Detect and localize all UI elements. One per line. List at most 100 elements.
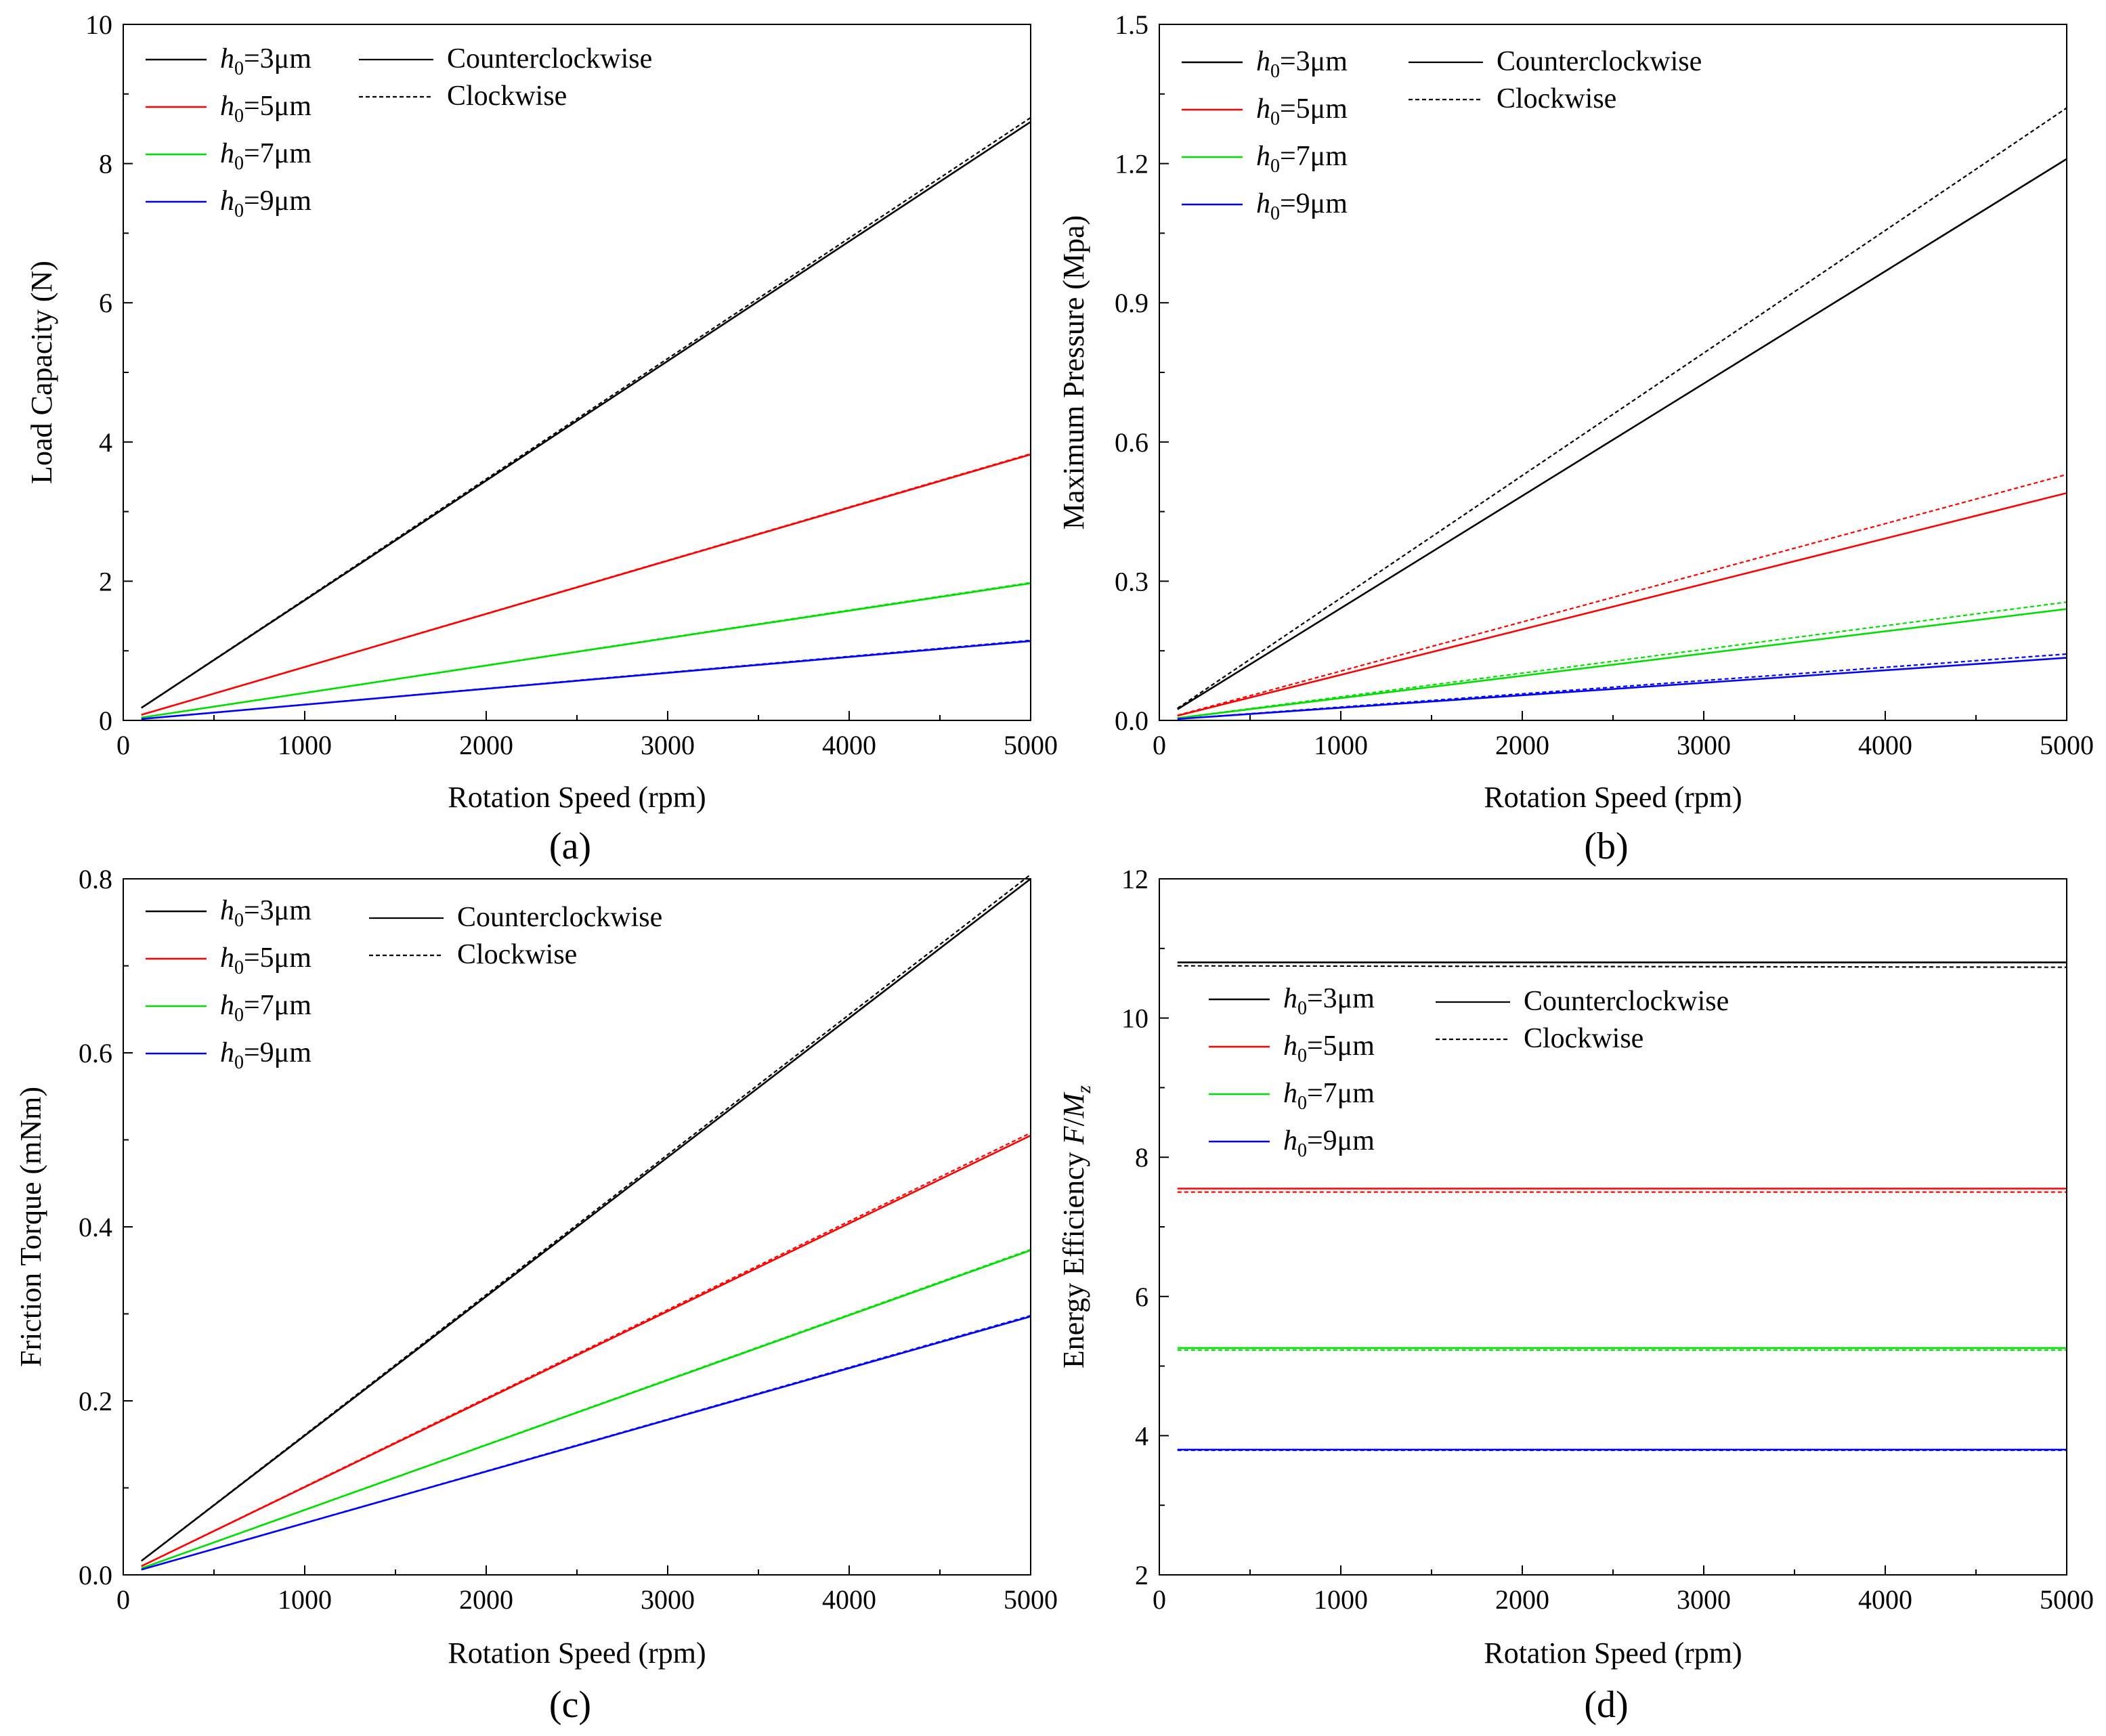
panel-b-xtick-label: 4000 [1858, 730, 1912, 760]
panel-a-xtick-label: 4000 [822, 730, 876, 760]
panel-a-series-line [141, 640, 1031, 720]
legend-label-sub: 0 [1297, 1140, 1307, 1161]
panel-c-series-line [141, 1315, 1031, 1571]
panel-b-ytick-label: 0.3 [1115, 566, 1148, 596]
panel-b-legend-label: h0=9μm [1256, 188, 1348, 224]
legend-label-sub: 0 [1270, 203, 1280, 224]
panel-b-xlabel: Rotation Speed (rpm) [1484, 781, 1742, 814]
panel-c-xlabel: Rotation Speed (rpm) [448, 1636, 706, 1670]
panel-a: 0 1000 2000 3000 4000 5000 0 2 4 6 8 10 Rotation Sp… [25, 9, 1058, 867]
panel-d-xtick-label: 0 [1153, 1584, 1166, 1615]
panel-a-legend-label: h0=3μm [220, 43, 311, 79]
legend-label-suffix: =5μm [244, 91, 311, 122]
panel-d-xtick-label: 1000 [1314, 1584, 1368, 1615]
panel-b-legend-label: h0=7μm [1256, 141, 1348, 177]
panel-b-series-line [1177, 601, 2067, 719]
panel-d-ytick-label: 8 [1135, 1142, 1148, 1173]
panel-d-legend-label: h0=7μm [1283, 1078, 1375, 1114]
panel-b-caption: (b) [1584, 825, 1628, 867]
panel-a-xtick-label: 3000 [641, 730, 695, 760]
panel-d-legend-label: h0=9μm [1283, 1125, 1375, 1161]
panel-b-marks [1177, 107, 2067, 720]
panel-c-ticks: 0 1000 2000 3000 4000 5000 0.0 0.2 0.4 0.6 0.8 [79, 864, 1058, 1615]
legend-label-sub: 0 [1297, 1045, 1307, 1066]
panel-a-ytick-label: 10 [85, 9, 112, 40]
panel-c-legend-label: h0=7μm [220, 990, 311, 1026]
legend-label-sub: 0 [234, 1005, 244, 1026]
panel-c-direction-label: Counterclockwise [457, 902, 662, 933]
panel-a-legend-label: h0=5μm [220, 91, 311, 127]
legend-label-sub: 0 [234, 153, 244, 174]
panel-d-xlabel: Rotation Speed (rpm) [1484, 1636, 1742, 1670]
legend-label-suffix: =9μm [1280, 188, 1348, 219]
panel-c-direction-label: Clockwise [457, 939, 577, 970]
panel-c-legend-label: h0=3μm [220, 895, 311, 931]
panel-a-ylabel: Load Capacity (N) [25, 261, 58, 484]
panel-b-direction-label: Counterclockwise [1497, 46, 1702, 77]
panel-d-xtick-label: 2000 [1495, 1584, 1549, 1615]
legend-label-prefix: h [1256, 188, 1270, 219]
panel-c-marks [141, 873, 1031, 1571]
legend-label-sub: 0 [1270, 61, 1280, 82]
panel-a-xtick-label: 0 [116, 730, 130, 760]
panel-b-ytick-label: 0.9 [1115, 288, 1148, 318]
legend-label-sub: 0 [234, 200, 244, 221]
panel-a-ytick-label: 2 [99, 566, 112, 596]
legend-label-suffix: =3μm [244, 895, 311, 926]
panel-c-xtick-label: 0 [116, 1584, 130, 1615]
legend-label-prefix: h [220, 895, 234, 926]
panel-d-ytick-label: 4 [1135, 1420, 1148, 1451]
panel-d-ticks: 0 1000 2000 3000 4000 5000 2 4 6 8 10 12 [1121, 864, 2094, 1615]
legend-label-suffix: =7μm [244, 138, 311, 169]
legend-label-prefix: h [220, 91, 234, 122]
panel-b-series-line [1177, 473, 2067, 716]
panel-a-ytick-label: 8 [99, 149, 112, 179]
panel-c: 0 1000 2000 3000 4000 5000 0.0 0.2 0.4 0.6 0.8 Rot… [14, 864, 1058, 1726]
legend-label-prefix: h [220, 990, 234, 1021]
panel-a-xtick-label: 5000 [1004, 730, 1058, 760]
panel-b-ytick-label: 0.0 [1115, 706, 1148, 736]
panel-b-ytick-label: 1.5 [1115, 9, 1148, 40]
panel-c-ytick-label: 0.8 [79, 864, 112, 894]
panel-a-legend: h0=3μmh0=5μmh0=7μmh0=9μmCounterclockwise… [146, 43, 652, 221]
panel-a-ytick-label: 4 [99, 427, 112, 458]
panel-c-xtick-label: 3000 [641, 1584, 695, 1615]
panel-d-ytick-label: 12 [1121, 864, 1148, 894]
legend-label-sub: 0 [234, 910, 244, 931]
panel-a-xtick-label: 1000 [278, 730, 332, 760]
panel-b-series-line [1177, 492, 2067, 717]
panel-b-ytick-label: 1.2 [1115, 149, 1148, 179]
panel-b: 0 1000 2000 3000 4000 50000.00.30.60.91.21.5 … [1057, 9, 2094, 867]
panel-d-caption: (d) [1584, 1684, 1628, 1726]
legend-label-sub: 0 [1297, 998, 1307, 1019]
legend-label-suffix: =9μm [1307, 1125, 1375, 1156]
panel-d-direction-label: Clockwise [1524, 1023, 1643, 1054]
panel-a-frame [123, 24, 1031, 721]
legend-label-sub: 0 [234, 1052, 244, 1073]
panel-a-legend-label: h0=7μm [220, 138, 311, 174]
panel-a-legend-label: h0=9μm [220, 186, 311, 221]
panel-a-caption: (a) [549, 825, 591, 867]
panel-c-legend: h0=3μmh0=5μmh0=7μmh0=9μmCounterclockwise… [146, 895, 662, 1073]
panel-a-ytick-label: 0 [99, 706, 112, 736]
panel-b-xtick-label: 1000 [1314, 730, 1368, 760]
panel-b-series-line [1177, 608, 2067, 719]
panel-d-xtick-label: 4000 [1858, 1584, 1912, 1615]
panel-d-marks [1177, 961, 2067, 1452]
panel-c-xtick-label: 2000 [459, 1584, 513, 1615]
panel-a-xtick-label: 2000 [459, 730, 513, 760]
panel-c-legend-label: h0=5μm [220, 942, 311, 978]
panel-c-series-line [141, 873, 1031, 1562]
panel-b-direction-label: Clockwise [1497, 83, 1616, 114]
panel-a-series-line [141, 116, 1031, 709]
panel-c-series-line [141, 1134, 1031, 1567]
legend-label-prefix: h [220, 186, 234, 217]
panel-c-ytick-label: 0.4 [79, 1212, 112, 1242]
legend-label-suffix: =7μm [1307, 1078, 1375, 1109]
legend-label-sub: 0 [1270, 108, 1280, 129]
legend-label-sub: 0 [1297, 1093, 1307, 1114]
panel-d-legend-label: h0=3μm [1283, 983, 1375, 1019]
panel-c-legend-label: h0=9μm [220, 1037, 311, 1073]
legend-label-prefix: h [1283, 983, 1297, 1014]
